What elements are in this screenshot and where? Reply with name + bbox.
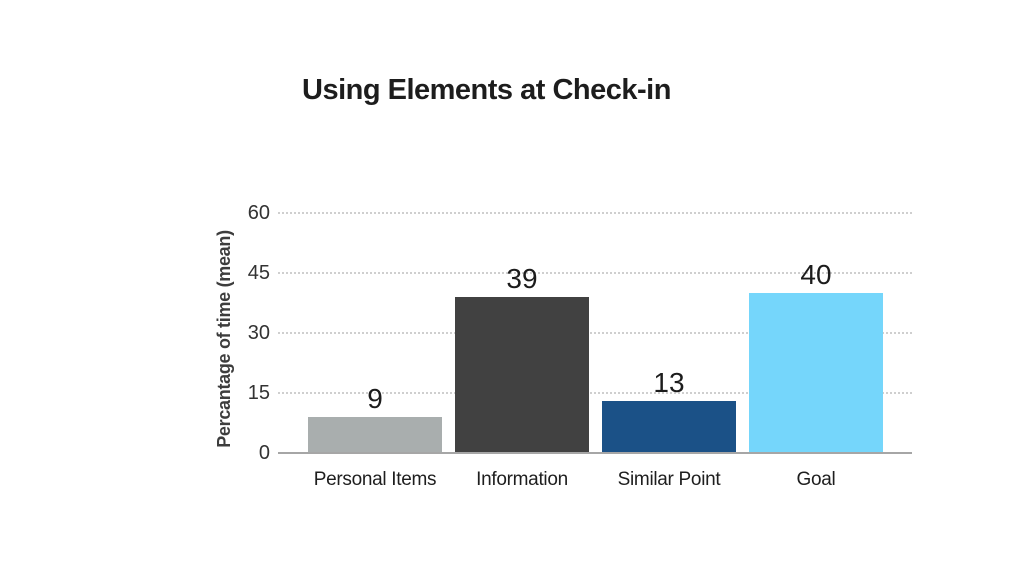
value-label-information: 39 <box>506 263 538 294</box>
category-label-goal: Goal <box>796 469 836 490</box>
category-label-information: Information <box>476 469 568 490</box>
y-tick-label-15: 15 <box>247 382 270 404</box>
plot-area: 9 39 13 40 Personal Items Information Similar… <box>278 212 912 490</box>
chart-title: Using Elements at Check-in <box>302 74 671 106</box>
gridline-15 <box>278 392 912 394</box>
bar-information <box>455 297 589 453</box>
y-tick-label-0: 0 <box>258 442 270 464</box>
y-tick-label-45: 45 <box>247 262 270 284</box>
category-label-similar-point: Similar Point <box>617 469 721 490</box>
bar-similar-point <box>602 401 736 453</box>
bar-goal <box>749 293 883 453</box>
gridline-60 <box>278 212 912 214</box>
category-label-personal-items: Personal Items <box>313 469 437 490</box>
y-tick-label-30: 30 <box>247 322 270 344</box>
value-label-personal-items: 9 <box>367 383 383 414</box>
y-tick-label-60: 60 <box>247 202 270 224</box>
x-axis-line <box>278 452 912 454</box>
value-label-goal: 40 <box>800 259 832 290</box>
value-label-similar-point: 13 <box>653 367 685 398</box>
bar-personal-items <box>308 417 442 453</box>
gridline-45 <box>278 272 912 274</box>
gridline-30 <box>278 332 912 334</box>
